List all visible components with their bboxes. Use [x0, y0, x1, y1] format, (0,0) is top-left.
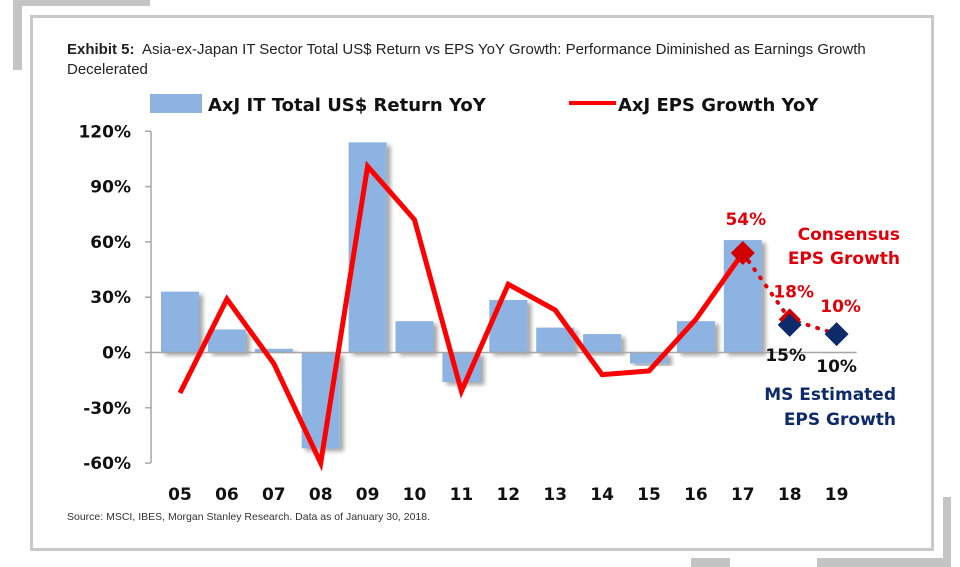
legend-swatch-bar: [150, 94, 202, 113]
line-series: 54% 18% 10% 15% 10%: [177, 160, 861, 472]
y-tick-label: 0%: [102, 344, 131, 364]
x-axis-ticks: 05 06 07 08 09 10 11 12 13 14 15 16 17 18 19: [168, 485, 848, 505]
decor-bracket-left: [13, 0, 22, 70]
x-tick-label: 06: [215, 485, 239, 505]
x-tick-label: 13: [543, 485, 567, 505]
consensus-value-label-17: 54%: [725, 210, 766, 230]
consensus-value-label-18: 18%: [773, 282, 814, 302]
ms-estimate-diamond-overlay-18: [778, 313, 801, 336]
ms-estimate-value-label-19: 10%: [816, 357, 857, 377]
bar-15: [630, 352, 668, 364]
decor-bracket-right: [943, 497, 951, 567]
y-tick-label: 120%: [78, 122, 131, 142]
bar-06: [207, 329, 246, 353]
x-tick-label: 10: [403, 485, 427, 505]
x-tick-label: 05: [168, 485, 192, 505]
bar-series: [161, 142, 762, 449]
bar-07: [254, 348, 293, 353]
x-tick-label: 18: [778, 485, 802, 505]
consensus-diamond-17: [730, 240, 755, 265]
decor-bracket-top: [13, 0, 150, 6]
x-tick-label: 12: [496, 485, 520, 505]
x-tick-label: 14: [590, 485, 614, 505]
y-tick-label: 30%: [90, 288, 131, 308]
x-tick-label: 15: [637, 485, 661, 505]
decor-block-bottom: [691, 558, 730, 567]
y-tick-label: 60%: [90, 233, 131, 253]
x-tick-label: 07: [262, 485, 286, 505]
legend-label-bar: AxJ IT Total US$ Return YoY: [208, 95, 487, 116]
consensus-label-line1: Consensus: [798, 225, 900, 245]
consensus-label-line2: EPS Growth: [788, 249, 900, 269]
exhibit-title-text: Asia-ex-Japan IT Sector Total US$ Return…: [67, 41, 866, 78]
exhibit-title: Exhibit 5: Asia-ex-Japan IT Sector Total…: [67, 40, 907, 80]
decor-bracket-top-small: [128, 0, 150, 6]
bar-05: [161, 291, 199, 353]
bar-12: [489, 299, 528, 353]
bar-10: [395, 321, 434, 353]
y-tick-label: -60%: [83, 454, 131, 474]
y-tick-label: 90%: [90, 178, 131, 198]
x-tick-label: 19: [825, 485, 849, 505]
y-axis-ticks: 120% 90% 60% 30% 0% -30% -60%: [78, 122, 151, 474]
x-tick-label: 11: [450, 485, 474, 505]
decor-bracket-bottom: [817, 558, 951, 567]
exhibit-label: Exhibit 5:: [67, 41, 135, 58]
source-note: Source: MSCI, IBES, Morgan Stanley Resea…: [67, 511, 431, 523]
annotations: Consensus EPS Growth MS Estimated EPS Gr…: [764, 225, 900, 430]
bar-14: [583, 334, 622, 353]
x-tick-label: 16: [684, 485, 708, 505]
eps-growth-line: [177, 160, 745, 472]
legend-label-line: AxJ EPS Growth YoY: [618, 95, 819, 116]
x-tick-label: 17: [731, 485, 755, 505]
ms-estimate-label-line2: EPS Growth: [784, 410, 896, 430]
x-tick-label: 09: [356, 485, 380, 505]
ms-estimate-value-label-18: 15%: [765, 346, 806, 366]
consensus-value-label-19: 10%: [820, 297, 861, 317]
legend: AxJ IT Total US$ Return YoY AxJ EPS Grow…: [150, 94, 819, 116]
y-tick-label: -30%: [83, 399, 131, 419]
ms-estimate-diamond-19: [824, 322, 849, 347]
ms-estimate-label-line1: MS Estimated: [764, 385, 896, 405]
x-tick-label: 08: [309, 485, 333, 505]
